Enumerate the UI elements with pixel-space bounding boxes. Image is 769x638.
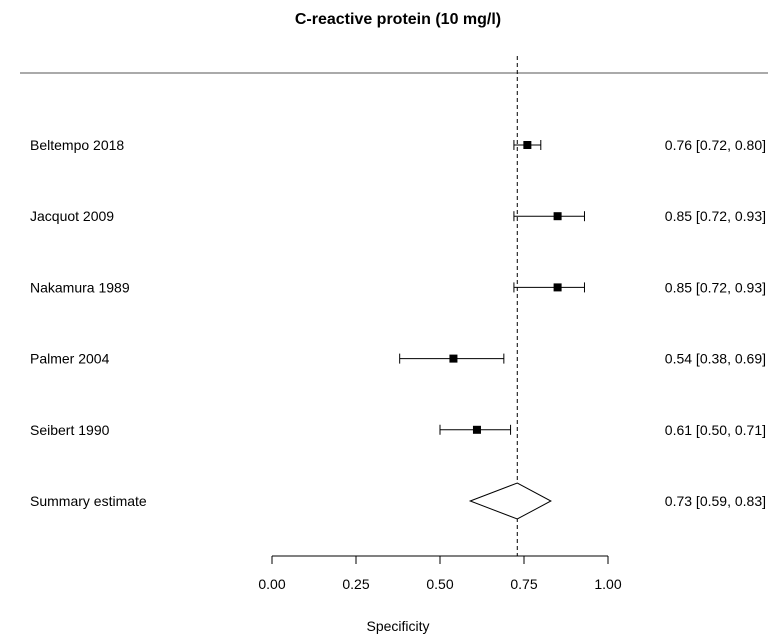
estimate-ci-text: 0.54 [0.38, 0.69] [665, 351, 766, 367]
summary-label: Summary estimate [30, 493, 147, 509]
study-label: Seibert 1990 [30, 422, 110, 438]
point-estimate [553, 283, 562, 292]
summary-diamond [468, 482, 552, 520]
x-axis-label: Specificity [366, 618, 429, 634]
x-tick-label: 1.00 [594, 576, 621, 592]
point-estimate [553, 212, 562, 221]
estimate-ci-text: 0.76 [0.72, 0.80] [665, 137, 766, 153]
estimate-ci-text: 0.85 [0.72, 0.93] [665, 208, 766, 224]
x-tick-label: 0.75 [510, 576, 537, 592]
study-label: Jacquot 2009 [30, 208, 114, 224]
chart-title: C-reactive protein (10 mg/l) [295, 11, 501, 28]
x-tick-label: 0.50 [426, 576, 453, 592]
summary-ci-text: 0.73 [0.59, 0.83] [665, 493, 766, 509]
x-tick-label: 0.25 [342, 576, 369, 592]
x-tick-label: 0.00 [258, 576, 285, 592]
estimate-ci-text: 0.61 [0.50, 0.71] [665, 422, 766, 438]
point-estimate [472, 425, 481, 434]
study-label: Palmer 2004 [30, 351, 110, 367]
point-estimate [449, 354, 458, 363]
study-label: Nakamura 1989 [30, 279, 130, 295]
point-estimate [523, 141, 532, 149]
estimate-ci-text: 0.85 [0.72, 0.93] [665, 279, 766, 295]
study-label: Beltempo 2018 [30, 137, 124, 153]
